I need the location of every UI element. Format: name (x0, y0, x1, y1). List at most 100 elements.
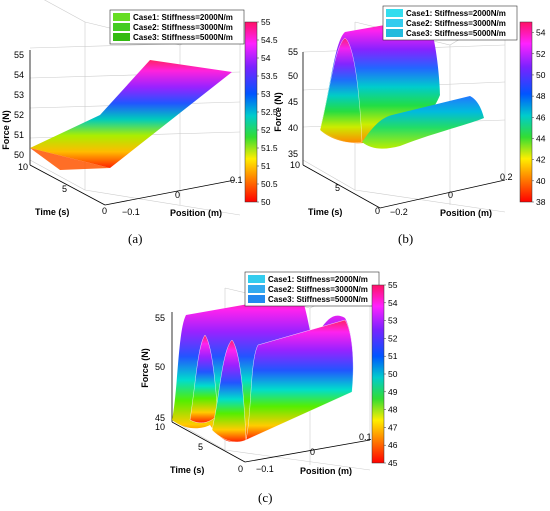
panel-b-z-label: Force (N) (273, 92, 283, 132)
panel-b-legend-swatch (386, 19, 403, 27)
panel-b-x-tick: 0 (448, 190, 453, 200)
panel-c-legend-swatch (248, 295, 265, 303)
panel-b-x-tick: 0.2 (500, 172, 513, 182)
colorbar-tick-label: 55 (388, 280, 398, 290)
panel-b-y-label: Time (s) (308, 207, 342, 217)
panel-b-y-tick: 5 (335, 183, 340, 193)
panel-a-legend-swatch (113, 33, 130, 41)
panel-a-y-tick: 0 (102, 206, 107, 216)
panel-c: 45 50 55 Force (N) 0 5 10 Time (s) −0.1 … (140, 271, 398, 505)
panel-b-surface-wave-front (319, 37, 363, 143)
colorbar-tick-label: 53 (388, 316, 398, 326)
panel-a-z-tick: 53 (14, 90, 24, 100)
panel-a: 50 51 52 53 54 55 Force (N) 0 5 10 Time … (1, 0, 278, 246)
panel-a-z-tick: 50 (14, 150, 24, 160)
panel-a-legend-label: Case2: Stiffness=3000N/m (133, 23, 233, 32)
panel-b-x-label: Position (m) (440, 208, 492, 218)
panel-a-axis-lines (29, 50, 236, 206)
colorbar-tick-label: 53.5 (261, 71, 278, 81)
panel-b-legend: Case1: Stiffness=2000N/m Case2: Stiffnes… (382, 5, 518, 41)
colorbar-tick-label: 42 (536, 155, 546, 165)
panel-c-x-tick: 0 (310, 447, 315, 457)
colorbar-tick-label: 46 (536, 112, 546, 122)
panel-b-legend-swatch (386, 9, 403, 17)
panel-a-y-tick: 5 (62, 184, 67, 194)
colorbar-tick-label: 55 (261, 17, 271, 27)
panel-c-legend-swatch (248, 275, 265, 283)
panel-a-legend-label: Case3: Stiffness=5000N/m (133, 33, 233, 42)
panel-b-colorbar (519, 21, 533, 203)
colorbar-tick-label: 52 (388, 333, 398, 343)
panel-c-surface-ridge (245, 319, 354, 441)
colorbar-tick-label: 52 (536, 49, 546, 59)
panel-b-z-tick: 55 (288, 47, 298, 57)
panel-a-x-tick: 0 (175, 190, 180, 200)
panel-c-legend-label: Case1: Stiffness=2000N/m (268, 275, 368, 284)
panel-c-x-label: Position (m) (300, 466, 352, 476)
colorbar-tick-label: 52 (261, 125, 271, 135)
colorbar-tick-label: 54 (261, 53, 271, 63)
panel-c-y-tick: 5 (198, 442, 203, 452)
panel-a-x-tick: −0.1 (122, 207, 140, 217)
colorbar-tick-label: 50.5 (261, 179, 278, 189)
panel-a-colorbar (244, 21, 258, 203)
panel-b-legend-label: Case3: Stiffness=5000N/m (406, 29, 506, 38)
panel-c-z-tick: 50 (155, 362, 165, 372)
panel-b: 35 40 45 50 55 Force (N) 0 5 10 Time (s)… (273, 5, 546, 246)
panel-c-y-tick: 0 (238, 464, 243, 474)
colorbar-tick-label: 49 (388, 387, 398, 397)
panel-a-y-label: Time (s) (35, 207, 69, 217)
colorbar-tick-label: 40 (536, 176, 546, 186)
panel-b-caption: (b) (398, 231, 413, 246)
colorbar-tick-label: 38 (536, 197, 546, 207)
panel-b-colorbar-ticks: 38 40 42 44 46 48 50 52 54 (532, 28, 546, 207)
panel-a-legend-swatch (113, 13, 130, 21)
colorbar-tick-label: 51.5 (261, 143, 278, 153)
panel-c-z-label: Force (N) (140, 348, 150, 388)
panel-a-colorbar-ticks: 50 50.5 51 51.5 52 52.5 53 53.5 54 54.5 55 (257, 17, 278, 207)
panel-a-surface-edge (30, 148, 110, 170)
panel-b-axis-lines (302, 52, 506, 209)
colorbar-tick-label: 52.5 (261, 107, 278, 117)
colorbar-tick-label: 51 (261, 161, 271, 171)
panel-a-z-tick: 51 (14, 130, 24, 140)
panel-c-y-label: Time (s) (170, 465, 204, 475)
colorbar-tick-label: 48 (388, 405, 398, 415)
panel-a-z-tick: 54 (14, 70, 24, 80)
panel-c-y-tick: 10 (155, 422, 165, 432)
panel-c-surface-ridge (211, 339, 247, 443)
panel-b-z-tick: 40 (288, 123, 298, 133)
panel-b-legend-label: Case2: Stiffness=3000N/m (406, 19, 506, 28)
colorbar-tick-label: 46 (388, 440, 398, 450)
panel-c-colorbar (371, 284, 385, 464)
panel-b-y-tick: 0 (375, 206, 380, 216)
colorbar-tick-label: 44 (536, 133, 546, 143)
panel-b-z-tick: 45 (288, 97, 298, 107)
panel-c-legend-label: Case2: Stiffness=3000N/m (268, 285, 368, 294)
panel-c-axis-lines (171, 312, 371, 463)
panel-c-x-tick: −0.1 (256, 464, 274, 474)
panel-a-legend-label: Case1: Stiffness=2000N/m (133, 13, 233, 22)
panel-a-legend-swatch (113, 23, 130, 31)
panel-c-caption: (c) (258, 490, 272, 505)
colorbar-tick-label: 50 (261, 197, 271, 207)
colorbar-tick-label: 53 (261, 89, 271, 99)
colorbar-tick-label: 50 (388, 369, 398, 379)
panel-b-legend-label: Case1: Stiffness=2000N/m (406, 9, 506, 18)
colorbar-tick-label: 54 (536, 28, 546, 38)
panel-c-surface-ridge (189, 334, 219, 424)
panel-c-legend-label: Case3: Stiffness=5000N/m (268, 295, 368, 304)
panel-c-legend-swatch (248, 285, 265, 293)
panel-b-z-tick: 50 (288, 71, 298, 81)
panel-c-z-tick: 45 (155, 413, 165, 423)
panel-a-caption: (a) (128, 231, 142, 246)
panel-a-z-tick: 52 (14, 110, 24, 120)
panel-c-legend: Case1: Stiffness=2000N/m Case2: Stiffnes… (244, 271, 380, 307)
panel-a-z-ticks: 50 51 52 53 54 55 (14, 50, 24, 160)
panel-c-x-tick: 0.1 (359, 432, 372, 442)
panel-a-z-label: Force (N) (1, 110, 11, 150)
panel-a-surface (30, 60, 232, 168)
colorbar-tick-label: 54.5 (261, 35, 278, 45)
colorbar-tick-label: 48 (536, 91, 546, 101)
